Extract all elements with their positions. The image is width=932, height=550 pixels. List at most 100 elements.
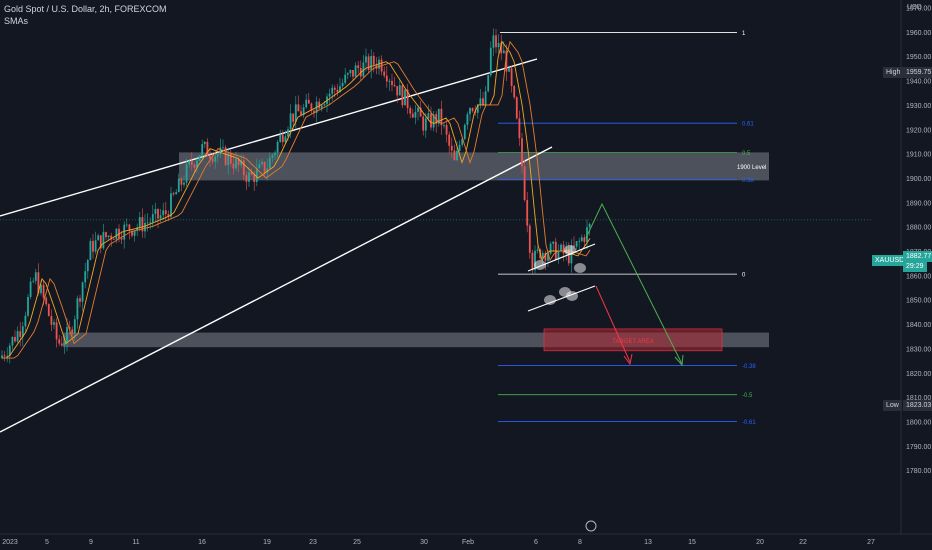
candle-body [476,104,479,113]
candle-body [224,147,227,166]
fib-level-label: 0.38 [742,178,754,184]
candle-body [531,252,534,270]
target-area-box [543,328,723,352]
y-tick-label: 1900.00 [906,176,931,183]
candle-body [515,97,518,119]
x-tick-label: 11 [132,539,139,546]
candle-body [99,235,102,249]
candle-body [219,147,222,155]
candle-body [27,297,29,316]
candle-body [242,160,245,176]
candle-body [76,298,79,320]
candle-body [8,345,11,356]
candle-body [266,168,269,173]
candle-body [547,253,549,261]
candle-body [240,160,243,166]
candle-body [521,138,523,167]
indicator-label[interactable]: SMAs [4,16,29,26]
candle-body [318,101,321,109]
low-value: 1823.03 [903,400,932,411]
candle-body [149,222,152,224]
candle-body [437,108,440,124]
candle-body [320,105,323,109]
green-arrow-head [674,354,684,367]
candle-body [144,222,146,232]
candle-body [63,342,66,346]
candle-body [362,62,365,77]
candle-body [497,42,500,48]
candle-body [11,336,14,346]
candle-body [32,280,35,282]
candle-body [391,80,393,86]
candle-body [185,164,188,183]
candle-body [336,89,339,93]
candle-body [417,107,419,112]
candle-body [159,215,162,219]
candle-body [19,331,22,337]
x-tick-label: 22 [799,539,807,546]
candle-body [201,144,204,156]
candle-body [492,35,495,48]
candle-body [105,232,107,238]
candle-body [505,50,508,72]
y-tick-label: 1890.00 [906,200,931,207]
candle-body [487,75,490,92]
symbol-title[interactable]: Gold Spot / U.S. Dollar, 2h, FOREXCOM [4,4,167,14]
candle-body [131,230,133,236]
candle-body [500,42,503,54]
candle-body [443,124,445,126]
candle-body [58,339,61,344]
candle-body [479,98,482,105]
candle-body [385,75,388,82]
candle-body [151,214,154,223]
candle-body [357,65,360,69]
candle-body [424,118,427,131]
candle-body [250,172,253,175]
candle-body [21,326,24,337]
y-tick-label: 1810.00 [906,395,931,402]
candle-body [29,281,32,298]
candle-body [573,245,575,247]
candle-body [255,168,258,182]
candle-body [229,153,232,164]
candle-body [401,85,404,106]
fib-level-label: -0.5 [742,393,753,399]
candle-body [141,217,144,232]
candle-body [146,222,149,224]
candle-body [60,343,63,346]
candle-body [526,200,529,226]
x-tick-label: 2023 [2,539,18,546]
currency-label: USD [907,4,922,11]
candle-body [198,155,201,161]
candle-body [372,55,375,65]
candle-body [136,227,139,231]
candle-body [92,240,94,252]
x-tick-label: 9 [89,539,93,546]
candle-body [328,93,331,97]
candle-body [45,297,48,305]
candle-body [398,85,401,96]
candle-body [489,47,492,76]
lower-trendline [0,146,553,433]
y-tick-label: 1940.00 [906,79,931,86]
candle-body [333,87,336,90]
y-tick-label: 1780.00 [906,468,931,475]
candle-body [482,98,484,105]
candle-body [414,111,417,118]
x-tick-label: 16 [198,539,206,546]
x-tick-label: 8 [578,539,582,546]
candle-body [258,164,261,169]
candle-body [453,150,456,161]
y-tick-label: 1910.00 [906,152,931,159]
candle-body [427,113,430,119]
high-label: High [883,67,904,78]
replay-icon [585,520,597,532]
candle-body [14,336,16,342]
candle-body [84,271,87,283]
candle-body [209,156,211,159]
y-tick-label: 1860.00 [906,273,931,280]
candle-body [133,230,136,236]
candle-body [346,73,349,75]
candle-body [523,166,526,201]
